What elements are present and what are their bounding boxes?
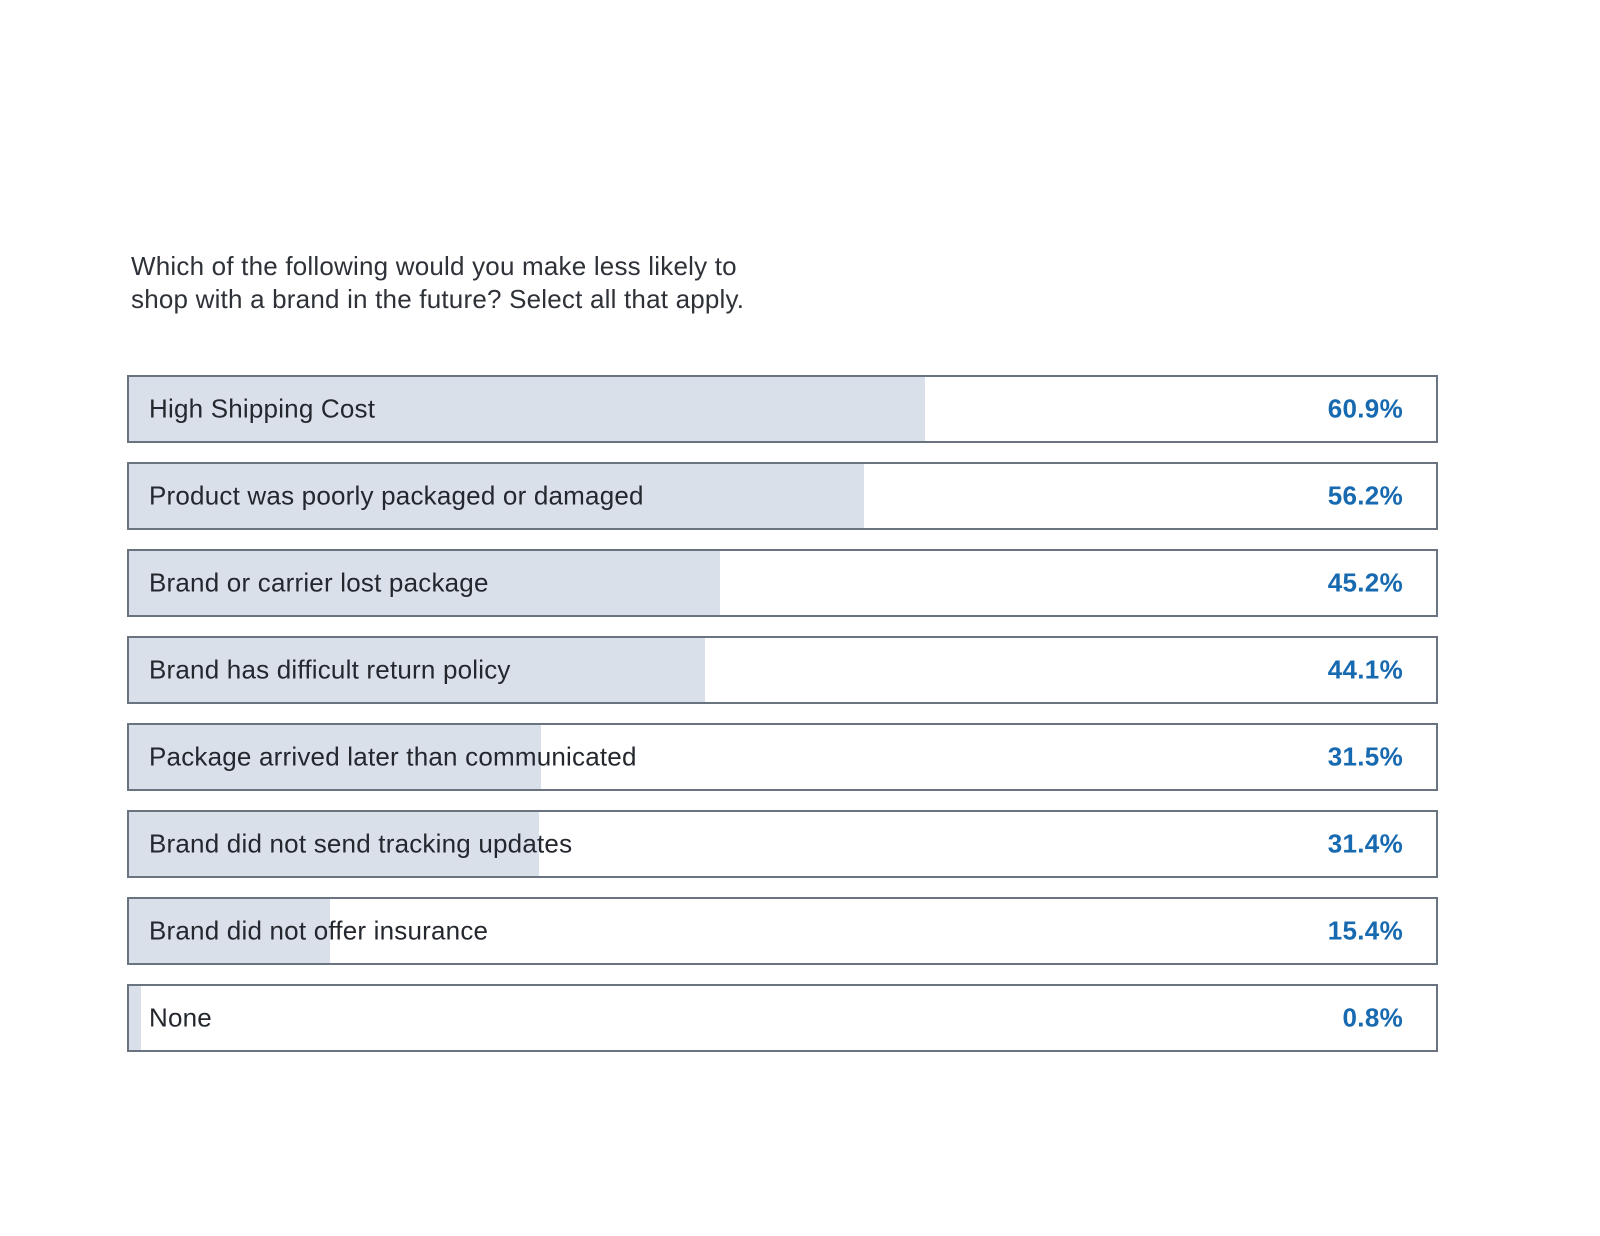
bar-label: High Shipping Cost — [149, 393, 376, 424]
bar-row: Brand or carrier lost package 45.2% — [127, 549, 1438, 617]
bar-fill — [129, 377, 925, 441]
chart-title: Which of the following would you make le… — [131, 250, 744, 316]
bar-row: High Shipping Cost 60.9% — [127, 375, 1438, 443]
bar-fill — [129, 464, 864, 528]
bar-label: Brand did not offer insurance — [149, 915, 489, 946]
bar-fill — [129, 551, 720, 615]
chart-title-line-1: Which of the following would you make le… — [131, 251, 737, 281]
bar-row: None 0.8% — [127, 984, 1438, 1052]
bar-value: 31.4% — [1327, 828, 1403, 859]
bar-label: Brand or carrier lost package — [149, 567, 489, 598]
bar-fill — [129, 812, 540, 876]
bar-label: None — [149, 1002, 212, 1033]
bar-value: 56.2% — [1327, 480, 1403, 511]
bar-row: Brand did not offer insurance 15.4% — [127, 897, 1438, 965]
bar-value: 44.1% — [1327, 654, 1403, 685]
bar-chart: High Shipping Cost 60.9% Product was poo… — [127, 375, 1438, 1071]
bar-value: 60.9% — [1327, 393, 1403, 424]
bar-fill — [129, 899, 331, 963]
bar-row: Brand has difficult return policy 44.1% — [127, 636, 1438, 704]
bar-row: Brand did not send tracking updates 31.4… — [127, 810, 1438, 878]
bar-value: 15.4% — [1327, 915, 1403, 946]
bar-fill — [129, 986, 141, 1050]
chart-title-line-2: shop with a brand in the future? Select … — [131, 284, 745, 314]
bar-label: Brand did not send tracking updates — [149, 828, 573, 859]
bar-label: Package arrived later than communicated — [149, 741, 637, 772]
bar-fill — [129, 638, 706, 702]
bar-label: Product was poorly packaged or damaged — [149, 480, 644, 511]
bar-row: Product was poorly packaged or damaged 5… — [127, 462, 1438, 530]
bar-fill — [129, 725, 541, 789]
bar-label: Brand has difficult return policy — [149, 654, 511, 685]
bar-value: 0.8% — [1342, 1002, 1403, 1033]
bar-value: 45.2% — [1327, 567, 1403, 598]
bar-row: Package arrived later than communicated … — [127, 723, 1438, 791]
bar-value: 31.5% — [1327, 741, 1403, 772]
